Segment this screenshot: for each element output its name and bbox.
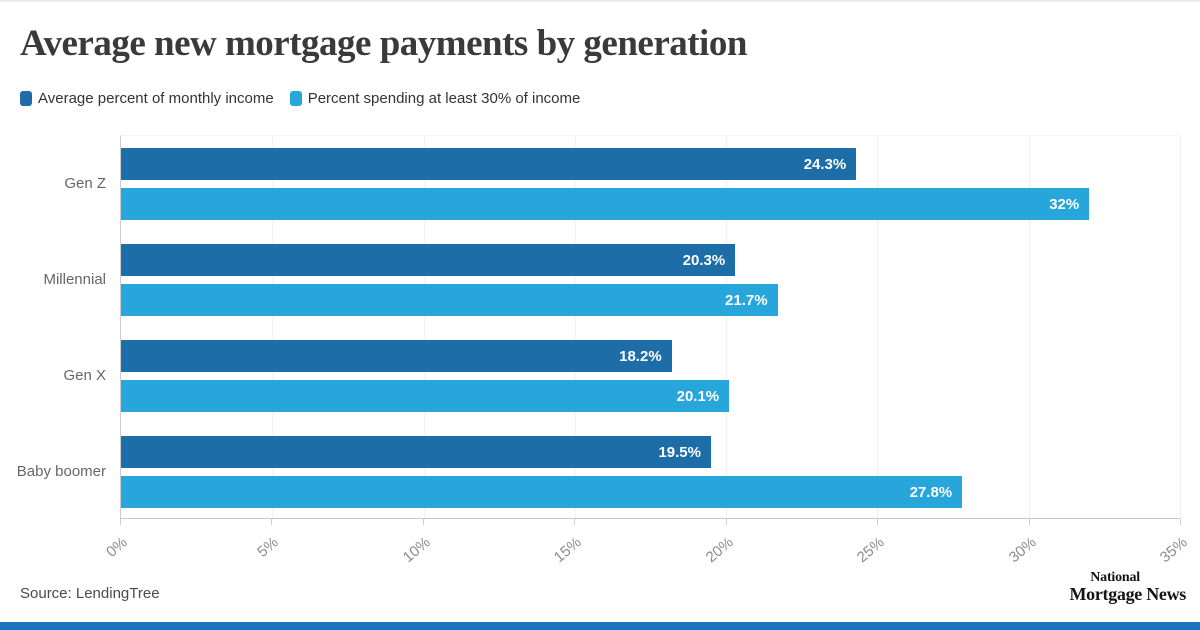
bar-average-percent-of-monthly-income-millennial: 20.3% bbox=[121, 244, 736, 276]
category-label-gen-x: Gen X bbox=[63, 366, 106, 384]
logo-line-mortgage-news: Mortgage News bbox=[1069, 584, 1186, 605]
x-tick-label: 0% bbox=[103, 533, 131, 561]
gridline bbox=[877, 136, 879, 518]
category-label-gen-z: Gen Z bbox=[64, 174, 106, 192]
bar-percent-spending-at-least-30-of-income-gen-z: 32% bbox=[121, 188, 1090, 220]
x-tick bbox=[1028, 519, 1030, 525]
x-tick-label: 15% bbox=[551, 533, 585, 567]
x-tick-label: 30% bbox=[1005, 533, 1040, 567]
bar-group-millennial: 20.3% 21.7% bbox=[121, 244, 1180, 316]
bar-value-label: 27.8% bbox=[909, 483, 953, 501]
bottom-accent-bar bbox=[0, 622, 1200, 630]
bar-value-label: 18.2% bbox=[619, 347, 662, 365]
bar-chart-plot-area: 24.3% 32% 20.3% 21.7% 18.2% 20.1% 19.5% 27.8% bbox=[120, 135, 1181, 519]
bar-value-label: 21.7% bbox=[725, 291, 768, 309]
bar-average-percent-of-monthly-income-gen-x: 18.2% bbox=[121, 340, 672, 372]
x-tick bbox=[120, 519, 121, 525]
bar-value-label: 32% bbox=[1049, 195, 1080, 213]
source-credit: Source: LendingTree bbox=[20, 585, 160, 602]
bar-groups: 24.3% 32% 20.3% 21.7% 18.2% 20.1% 19.5% 27.8% bbox=[121, 136, 1180, 518]
bar-value-label: 19.5% bbox=[658, 443, 701, 461]
bar-group-gen-z: 24.3% 32% bbox=[121, 148, 1180, 220]
x-tick-label: 5% bbox=[254, 533, 283, 561]
bar-group-baby-boomer: 19.5% 27.8% bbox=[121, 436, 1180, 508]
x-tick bbox=[877, 519, 879, 525]
x-tick-label: 25% bbox=[853, 533, 888, 567]
gridline bbox=[574, 136, 576, 518]
legend-swatch-dark-blue-icon bbox=[20, 91, 32, 106]
legend: Average percent of monthly income Percen… bbox=[20, 90, 580, 107]
x-tick bbox=[1180, 519, 1181, 525]
category-axis: Gen Z Millennial Gen X Baby boomer bbox=[0, 135, 106, 519]
legend-swatch-light-blue-icon bbox=[289, 91, 302, 106]
bar-percent-spending-at-least-30-of-income-gen-x: 20.1% bbox=[121, 380, 730, 412]
legend-label-avg-income: Average percent of monthly income bbox=[38, 90, 274, 107]
gridline bbox=[726, 136, 728, 518]
x-tick bbox=[422, 519, 424, 525]
bar-value-label: 24.3% bbox=[803, 155, 847, 173]
publisher-logo: National Mortgage News bbox=[1069, 570, 1186, 605]
gridline bbox=[1028, 136, 1030, 518]
legend-label-spending-30: Percent spending at least 30% of income bbox=[307, 90, 581, 107]
bar-group-gen-x: 18.2% 20.1% bbox=[121, 340, 1180, 412]
logo-line-national: National bbox=[1090, 570, 1140, 585]
x-tick-label: 20% bbox=[702, 533, 737, 567]
gridline bbox=[272, 136, 274, 518]
bar-value-label: 20.1% bbox=[676, 387, 720, 405]
x-tick-label: 10% bbox=[399, 533, 434, 567]
bar-percent-spending-at-least-30-of-income-baby-boomer: 27.8% bbox=[121, 476, 963, 508]
bar-value-label: 20.3% bbox=[682, 251, 726, 269]
bar-average-percent-of-monthly-income-gen-z: 24.3% bbox=[121, 148, 857, 180]
x-tick bbox=[271, 519, 273, 525]
x-tick bbox=[725, 519, 727, 525]
category-label-millennial: Millennial bbox=[43, 270, 106, 288]
x-axis: 0% 5% 10% 15% 20% 25% 30% 35% bbox=[103, 519, 1191, 579]
gridline bbox=[423, 136, 425, 518]
x-tick bbox=[574, 519, 576, 525]
category-label-baby-boomer: Baby boomer bbox=[16, 462, 106, 480]
legend-item-spending-30: Percent spending at least 30% of income bbox=[289, 90, 581, 107]
legend-item-avg-income: Average percent of monthly income bbox=[20, 90, 274, 107]
bar-average-percent-of-monthly-income-baby-boomer: 19.5% bbox=[121, 436, 711, 468]
page-title: Average new mortgage payments by generat… bbox=[20, 23, 747, 64]
gridline bbox=[1180, 136, 1181, 518]
bar-percent-spending-at-least-30-of-income-millennial: 21.7% bbox=[121, 284, 778, 316]
